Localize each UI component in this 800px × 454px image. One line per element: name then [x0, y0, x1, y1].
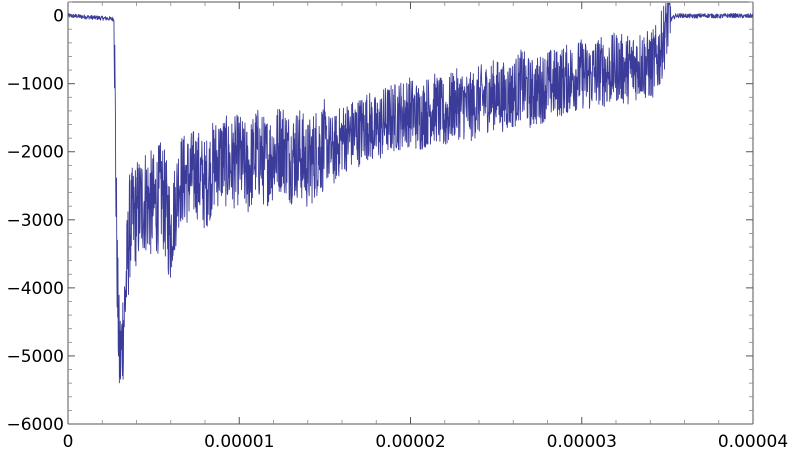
series-layer: [67, 2, 754, 384]
series-line: [67, 2, 754, 384]
y-tick-label: −6000: [6, 415, 64, 435]
x-tick-label: 0: [63, 432, 74, 452]
y-tick-label: −4000: [6, 279, 64, 299]
x-tick-label: 0.00004: [718, 432, 788, 452]
y-tick-label: −5000: [6, 347, 64, 367]
x-tick-label: 0.00002: [375, 432, 445, 452]
x-tick-label: 0.00003: [547, 432, 617, 452]
y-tick-label: −2000: [6, 143, 64, 163]
y-tick-label: −3000: [6, 211, 64, 231]
tick-labels: 0 0.00001 0.00002 0.00003 0.00004 0 −1000 −2000…: [6, 7, 788, 452]
y-tick-label: −1000: [6, 75, 64, 95]
ticks: [67, 1, 754, 425]
x-tick-label: 0.00001: [204, 432, 274, 452]
y-tick-label: 0: [53, 7, 64, 27]
